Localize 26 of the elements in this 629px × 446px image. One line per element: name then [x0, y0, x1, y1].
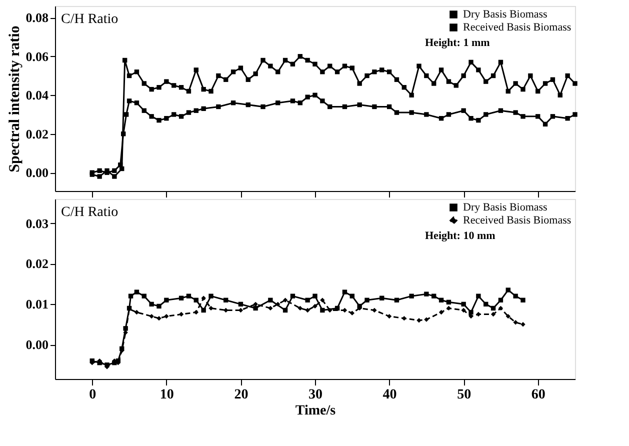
annotation: Height: 10 mm: [425, 230, 496, 242]
y-axis-title: Spectral intensity ratio: [6, 26, 23, 172]
y-tick-label: 0.01: [26, 296, 48, 312]
annotation: Height: 1 mm: [425, 37, 490, 49]
y-tick-label: 0.03: [26, 216, 49, 231]
legend-label: Received Basis Biomass: [463, 214, 572, 226]
x-tick-label: 20: [234, 388, 248, 402]
x-tick-label: 0: [89, 388, 96, 402]
x-tick-label: 10: [160, 388, 174, 402]
y-tick-label: 0.00: [26, 165, 48, 180]
y-tick-label: 0.02: [26, 126, 48, 142]
y-tick-label: 0.02: [26, 256, 48, 272]
y-tick-label: 0.04: [26, 88, 49, 103]
x-tick-label: 40: [382, 388, 397, 402]
legend-label: Dry Basis Biomass: [463, 202, 548, 214]
x-tick-label: 50: [457, 388, 472, 402]
y-tick-label: 0.00: [26, 337, 48, 352]
chart-title: C/H Ratio: [61, 205, 118, 220]
chart-title: C/H Ratio: [61, 12, 118, 27]
y-tick-label: 0.06: [26, 48, 49, 64]
legend-label: Dry Basis Biomass: [463, 8, 548, 20]
legend-label: Received Basis Biomass: [463, 22, 572, 34]
x-axis-title: Time/s: [295, 404, 336, 418]
y-tick-label: 0.08: [26, 10, 49, 26]
x-tick-label: 30: [308, 388, 322, 402]
x-tick-label: 60: [531, 388, 546, 402]
